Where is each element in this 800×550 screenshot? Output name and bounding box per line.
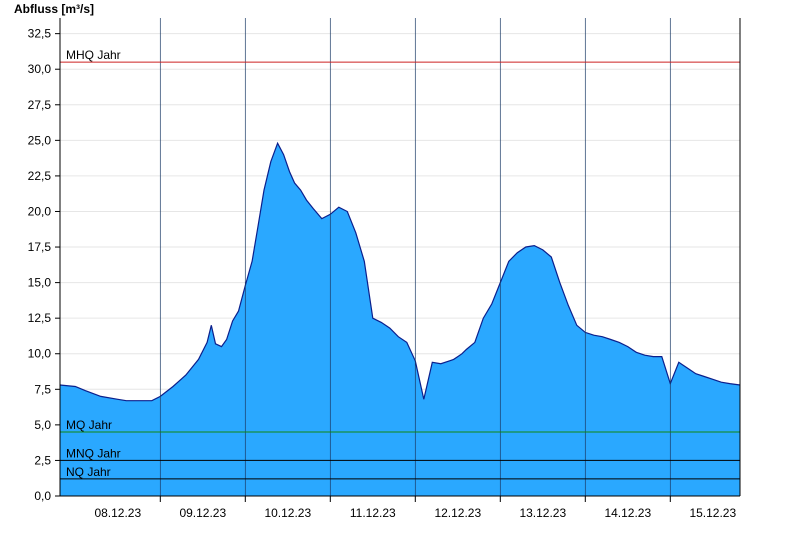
discharge-line	[59, 141, 741, 402]
x-tick-label: 08.12.23	[94, 506, 141, 520]
y-tick-label: 17,5	[28, 240, 52, 254]
y-tick-label: 12,5	[28, 311, 52, 325]
x-tick-label: 13.12.23	[519, 506, 566, 520]
plot-area	[59, 141, 741, 496]
x-tick-label: 11.12.23	[350, 506, 396, 520]
y-tick-label: 2,5	[34, 453, 51, 467]
mq-label: MQ Jahr	[66, 418, 112, 432]
x-tick-label: 14.12.23	[604, 506, 651, 520]
y-tick-label: 22,5	[28, 169, 52, 183]
x-tick-label: 10.12.23	[264, 506, 311, 520]
y-tick-label: 32,5	[28, 27, 52, 41]
y-tick-label: 27,5	[28, 98, 52, 112]
reference-lines: MHQ Jahr MQ Jahr MNQ Jahr NQ Jahr	[60, 48, 740, 480]
discharge-area	[60, 143, 740, 496]
axes: 0,0 2,5 5,0 7,5 10,0 12,5 15,0 17,5 20,0 22,5 25,0…	[28, 18, 741, 520]
y-tick-label: 15,0	[28, 276, 52, 290]
mnq-label: MNQ Jahr	[66, 446, 121, 460]
y-tick-label: 5,0	[34, 418, 51, 432]
day-boundaries	[159, 18, 671, 496]
x-tick-label: 12.12.23	[434, 506, 481, 520]
y-axis-title: Abfluss [m³/s]	[14, 2, 94, 16]
y-tick-label: 30,0	[28, 62, 52, 76]
y-tick-label: 20,0	[28, 204, 52, 218]
y-tick-label: 0,0	[34, 489, 51, 503]
mhq-label: MHQ Jahr	[66, 48, 121, 62]
x-tick-label: 15.12.23	[689, 506, 736, 520]
x-tick-label: 09.12.23	[179, 506, 226, 520]
y-tick-label: 10,0	[28, 347, 52, 361]
y-tick-label: 7,5	[34, 382, 51, 396]
nq-label: NQ Jahr	[66, 465, 111, 479]
y-tick-label: 25,0	[28, 133, 52, 147]
